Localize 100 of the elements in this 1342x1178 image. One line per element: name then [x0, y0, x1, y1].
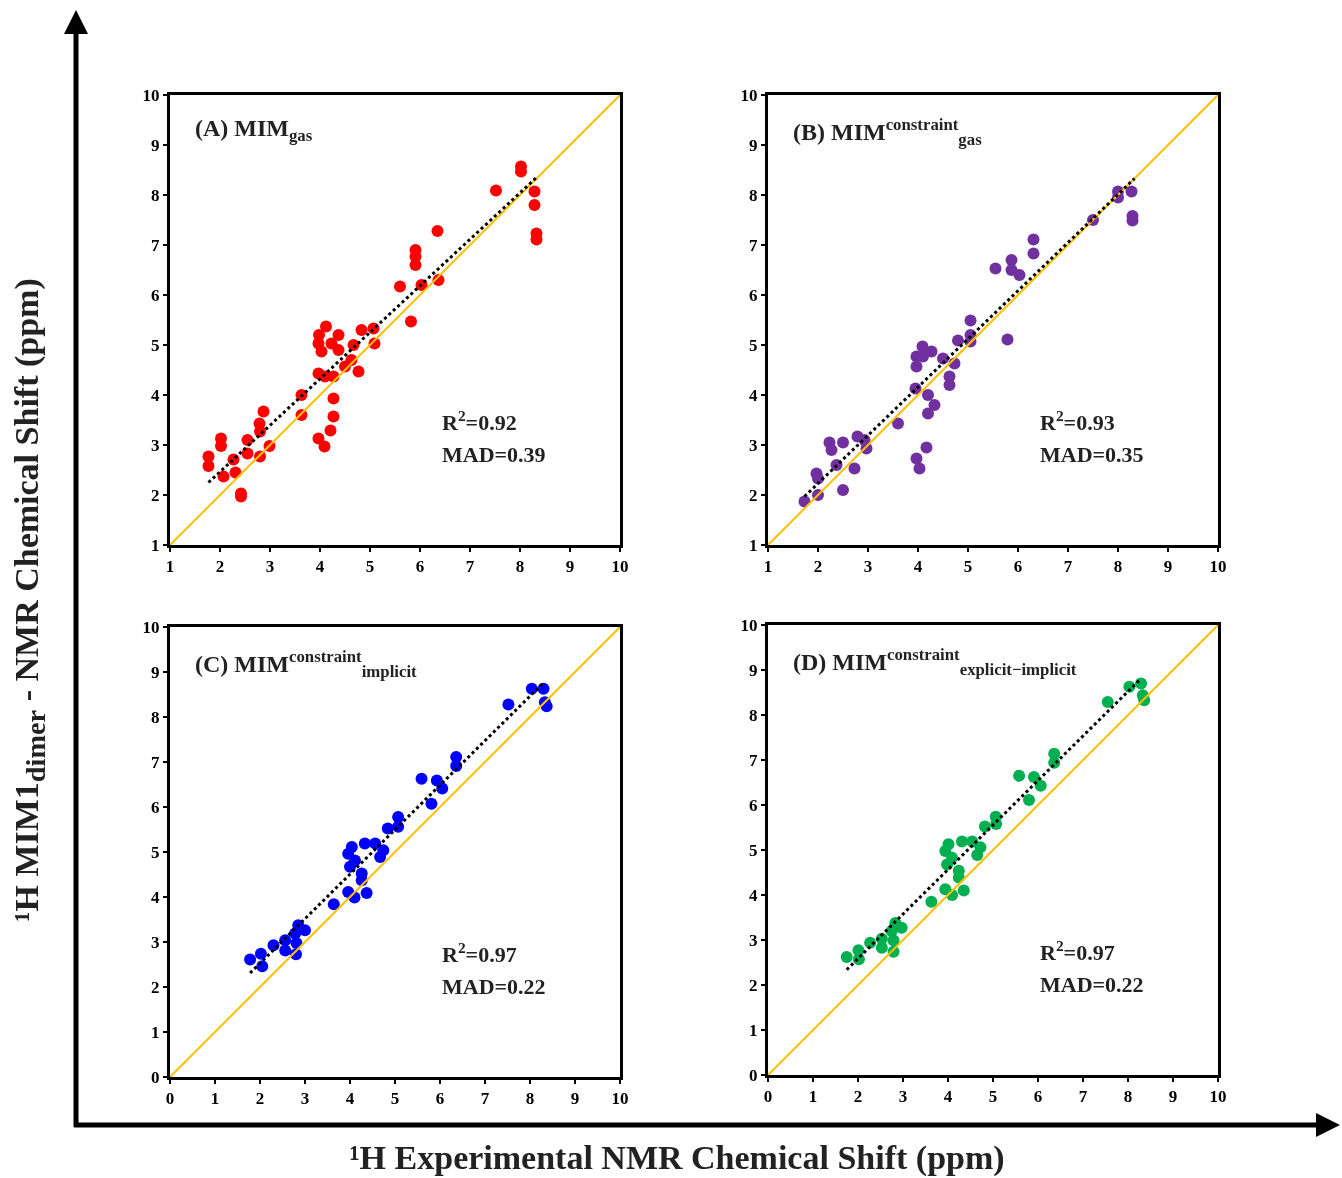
y-tick-label: 3: [749, 435, 758, 455]
point: [431, 225, 444, 237]
y-tick-label: 9: [151, 662, 160, 682]
annotation: R$^{2}$=0.97: [1040, 937, 1115, 966]
point: [405, 315, 417, 328]
point: [299, 924, 311, 937]
x-tick-label: 5: [365, 557, 375, 577]
point: [318, 440, 331, 453]
y-tick-label: 8: [749, 705, 758, 725]
point: [892, 417, 904, 430]
point: [925, 895, 938, 908]
point: [1027, 247, 1040, 260]
y-tick-label: 6: [151, 285, 160, 305]
annotation: R$^{2}$=0.97: [442, 939, 517, 968]
x-tick-label: 1: [210, 1089, 220, 1109]
point: [355, 324, 368, 336]
text: (A) MIM$_{gas}$: [195, 115, 313, 146]
y-tick-label: 10: [740, 615, 758, 635]
point: [910, 452, 923, 465]
x-tick-label: 7: [480, 1089, 490, 1109]
x-tick-label: 9: [565, 557, 575, 577]
x-tick-label: 3: [300, 1089, 310, 1109]
y-tick-label: 2: [151, 977, 160, 997]
point: [840, 951, 853, 964]
point: [848, 462, 861, 475]
point: [320, 320, 332, 333]
point: [1013, 769, 1026, 782]
point: [1034, 779, 1047, 792]
point: [374, 850, 387, 863]
x-tick-label: 7: [465, 557, 475, 577]
y-tick-label: 4: [749, 385, 759, 405]
x-tick-label: 8: [1113, 557, 1123, 577]
x-tick-label: 4: [345, 1089, 355, 1109]
y-tick-label: 3: [151, 435, 160, 455]
point: [1027, 771, 1040, 784]
point: [957, 884, 970, 897]
x-tick-label: 1: [808, 1087, 818, 1107]
point: [241, 447, 254, 460]
point: [952, 334, 964, 347]
point: [913, 462, 926, 475]
y-tick-label: 0: [749, 1065, 758, 1085]
y-tick-label: 1: [151, 1022, 160, 1042]
point: [971, 848, 984, 861]
x-tick-label: 4: [913, 557, 923, 577]
y-tick-label: 7: [151, 752, 161, 772]
point: [922, 407, 934, 420]
y-tick-label: 4: [749, 885, 759, 905]
x-tick-label: 10: [1209, 1087, 1227, 1107]
point: [490, 184, 502, 197]
y-tick-label: 2: [151, 485, 160, 505]
y-tick-label: 3: [151, 932, 160, 952]
annotation: R$^{2}$=0.92: [442, 407, 517, 436]
point: [528, 185, 541, 198]
x-tick-label: 10: [611, 1089, 629, 1109]
y-tick-label: 7: [749, 235, 759, 255]
x-tick-label: 2: [853, 1087, 863, 1107]
point: [1101, 695, 1114, 708]
point: [1013, 269, 1026, 281]
x-tick-label: 7: [1078, 1087, 1088, 1107]
point: [502, 698, 515, 711]
point: [943, 379, 956, 391]
point: [360, 886, 373, 899]
point: [1023, 794, 1035, 807]
point: [409, 259, 422, 271]
y-tick-label: 5: [151, 335, 160, 355]
point: [922, 389, 934, 401]
y-tick-label: 4: [151, 887, 161, 907]
point: [528, 199, 541, 211]
point: [964, 314, 977, 327]
point: [344, 860, 356, 873]
point: [394, 280, 406, 293]
y-tick-label: 1: [151, 535, 160, 555]
y-tick-label: 8: [151, 185, 160, 205]
y-tick-label: 10: [142, 617, 160, 637]
x-tick-label: 3: [863, 557, 873, 577]
y-tick-label: 6: [749, 795, 758, 815]
x-tick-label: 5: [963, 557, 973, 577]
point: [332, 344, 345, 356]
x-tick-label: 9: [1168, 1087, 1178, 1107]
x-tick-label: 0: [165, 1089, 175, 1109]
x-axis-title: ¹H Experimental NMR Chemical Shift (ppm): [349, 1139, 1005, 1177]
x-tick-label: 10: [1209, 557, 1227, 577]
x-tick-label: 9: [1163, 557, 1173, 577]
y-tick-label: 8: [749, 185, 758, 205]
y-tick-label: 9: [151, 135, 160, 155]
y-tick-label: 5: [151, 842, 160, 862]
y-tick-label: 7: [151, 235, 161, 255]
y-tick-label: 1: [749, 535, 758, 555]
point: [358, 837, 371, 850]
x-tick-label: 6: [1033, 1087, 1043, 1107]
y-tick-label: 9: [749, 135, 758, 155]
point: [1027, 233, 1040, 246]
y-tick-label: 5: [749, 840, 758, 860]
point: [279, 944, 292, 957]
annotation: MAD=0.39: [442, 442, 546, 467]
point: [1001, 333, 1014, 346]
x-tick-label: 9: [570, 1089, 580, 1109]
point: [324, 424, 337, 437]
point: [327, 392, 340, 405]
y-tick-label: 6: [749, 285, 758, 305]
